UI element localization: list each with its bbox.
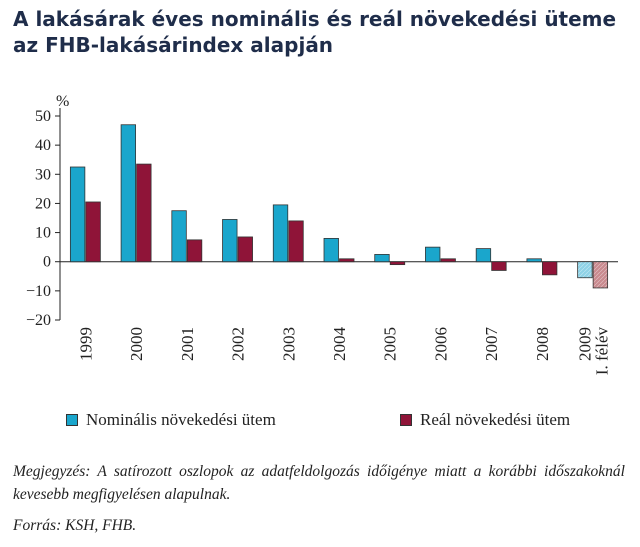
bar-nominal: [222, 219, 238, 263]
bar-real: [542, 261, 558, 276]
bar-nominal: [120, 124, 136, 263]
bar-nominal: [425, 246, 441, 263]
chart-source: Forrás: KSH, FHB.: [13, 517, 137, 534]
legend-real-label: Reál növekedési ütem: [420, 410, 571, 429]
x-tick-label: 2005: [381, 327, 400, 361]
x-tick-label: 2004: [330, 327, 349, 362]
bar-nominal: [475, 248, 492, 263]
x-tick-label: 2003: [279, 327, 298, 361]
x-tick-label: 2006: [431, 327, 450, 361]
x-tick-label: 2007: [482, 327, 501, 362]
bar-real: [440, 258, 456, 263]
bar-real: [339, 258, 355, 263]
axes: [55, 108, 618, 321]
bars: [69, 124, 609, 289]
bar-real: [592, 261, 609, 289]
y-tick-label: −20: [26, 312, 51, 329]
x-tick-label: 2008: [533, 327, 552, 361]
bar-nominal: [272, 204, 289, 263]
legend-nominal: Nominális növekedési ütem: [66, 410, 276, 430]
bar-real: [389, 261, 406, 266]
legend-nominal-label: Nominális növekedési ütem: [86, 410, 276, 429]
legend-real: Reál növekedési ütem: [400, 410, 570, 430]
bar-nominal: [171, 210, 187, 263]
x-tick-label: 2000: [127, 327, 146, 361]
y-tick-label: 30: [35, 166, 51, 183]
bar-real: [237, 236, 253, 263]
legend-real-swatch: [400, 414, 412, 426]
y-tick-label: 10: [35, 225, 51, 242]
x-tick-label: I. félév: [593, 327, 612, 376]
bar-real: [288, 220, 304, 263]
bar-nominal: [323, 237, 339, 263]
y-tick-label: 40: [35, 137, 51, 154]
x-tick-label: 2009: [576, 327, 595, 361]
chart-note: Megjegyzés: A satírozott oszlopok az ada…: [13, 463, 625, 503]
y-tick-label: 0: [43, 254, 51, 271]
bar-nominal: [526, 258, 542, 263]
y-axis-unit: %: [56, 93, 69, 110]
bar-nominal: [577, 261, 593, 279]
chart-title: A lakásárak éves nominális és reál növek…: [13, 7, 617, 57]
labels: −20 −10 0 10 20 30 40 50% 1999 2000 2001 2002 2003 20…: [26, 93, 612, 375]
y-tick-label: 20: [35, 195, 51, 212]
legend-nominal-swatch: [66, 414, 78, 426]
bar-real: [491, 261, 507, 271]
bar-nominal: [69, 166, 86, 263]
bar-nominal: [374, 254, 390, 263]
y-tick-label: 50: [35, 108, 51, 125]
x-tick-label: 1999: [76, 327, 95, 361]
y-tick-label: −10: [26, 283, 51, 300]
x-tick-label: 2002: [229, 327, 248, 361]
bar-chart: −20 −10 0 10 20 30 40 50% 1999 2000 2001 2002 2003 20…: [26, 93, 618, 375]
bar-real: [85, 201, 101, 263]
x-tick-label: 2001: [178, 327, 197, 361]
bar-real: [136, 163, 152, 263]
bar-real: [186, 239, 203, 263]
